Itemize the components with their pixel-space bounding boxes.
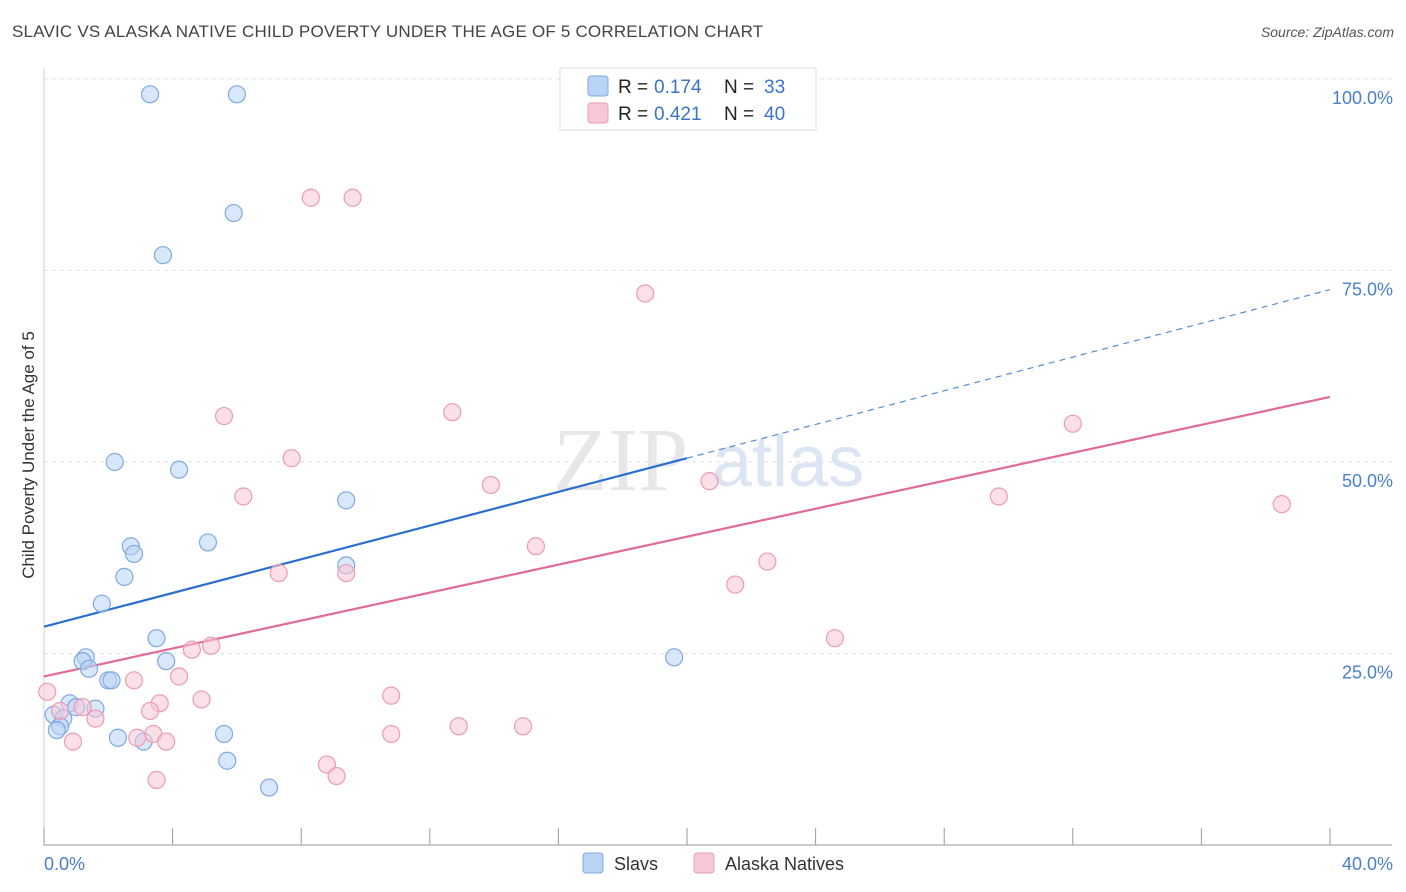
slavs-point bbox=[102, 671, 121, 690]
y-tick-label: 75.0% bbox=[1342, 280, 1393, 300]
slavs-point bbox=[337, 491, 356, 510]
trend-line-slavs-extension bbox=[686, 289, 1331, 459]
legend-n-label-slavs: N = bbox=[724, 77, 754, 98]
gridlines bbox=[44, 78, 1392, 654]
watermark-atlas: atlas bbox=[712, 422, 864, 502]
x-tick-labels: 0.0% 40.0% bbox=[44, 854, 1393, 874]
alaska-point bbox=[282, 449, 301, 468]
alaska-point bbox=[38, 682, 57, 701]
trend-line-slavs bbox=[43, 457, 688, 628]
slavs-point bbox=[92, 594, 111, 613]
alaska-point bbox=[214, 406, 234, 426]
trend-lines bbox=[43, 289, 1331, 678]
slavs-point bbox=[124, 544, 144, 564]
alaska-point bbox=[1272, 495, 1291, 514]
alaska-point bbox=[343, 188, 362, 207]
watermark: ZIP atlas bbox=[553, 411, 864, 510]
x-tick-label-right: 40.0% bbox=[1342, 854, 1393, 874]
alaska-point bbox=[234, 487, 253, 506]
slavs-point bbox=[259, 778, 279, 797]
alaska-point bbox=[700, 472, 719, 491]
slavs-point bbox=[198, 533, 218, 552]
alaska-point bbox=[481, 475, 500, 495]
slavs-point bbox=[140, 85, 160, 104]
slavs-point bbox=[47, 720, 66, 740]
bottom-legend-label-alaska: Alaska Natives bbox=[725, 854, 844, 874]
slavs-point bbox=[665, 648, 684, 667]
y-axis-title: Child Poverty Under the Age of 5 bbox=[19, 331, 38, 579]
x-tick-label-left: 0.0% bbox=[44, 854, 85, 874]
bottom-legend-swatch-slavs bbox=[582, 852, 604, 874]
alaska-point bbox=[169, 667, 189, 686]
slavs-point bbox=[153, 246, 173, 265]
alaska-point bbox=[140, 701, 160, 721]
slavs-point bbox=[218, 751, 237, 770]
slavs-point bbox=[157, 652, 176, 671]
alaska-point bbox=[382, 724, 401, 744]
slavs-point bbox=[227, 85, 246, 104]
alaska-point bbox=[636, 284, 655, 303]
alaska-point bbox=[526, 537, 545, 556]
alaska-point bbox=[124, 671, 144, 690]
alaska-point bbox=[50, 701, 70, 721]
slavs-point bbox=[105, 452, 124, 472]
alaska-point bbox=[449, 717, 468, 736]
alaska-point bbox=[73, 698, 92, 717]
alaska-point bbox=[382, 686, 401, 705]
bottom-legend-swatch-alaska bbox=[693, 852, 715, 874]
legend-swatch-alaska bbox=[587, 102, 609, 124]
slavs-point bbox=[115, 567, 134, 587]
legend-n-value-alaska: 40 bbox=[764, 104, 785, 125]
legend-r-value-slavs: 0.174 bbox=[654, 77, 702, 98]
alaska-point bbox=[301, 188, 320, 207]
legend-r-value-alaska: 0.421 bbox=[654, 104, 702, 125]
alaska-point bbox=[758, 552, 777, 571]
alaska-point bbox=[157, 732, 176, 751]
data-points bbox=[38, 85, 1291, 797]
alaska-point bbox=[269, 563, 288, 583]
alaska-point bbox=[86, 709, 105, 728]
legend-r-label-slavs: R = bbox=[618, 77, 648, 98]
alaska-point bbox=[825, 629, 844, 648]
trend-line-alaska bbox=[43, 395, 1331, 678]
alaska-point bbox=[513, 717, 533, 736]
slavs-point bbox=[147, 629, 166, 648]
legend-n-value-slavs: 33 bbox=[764, 77, 785, 98]
alaska-point bbox=[128, 728, 147, 747]
chart-title: SLAVIC VS ALASKA NATIVE CHILD POVERTY UN… bbox=[12, 22, 764, 41]
y-tick-label: 50.0% bbox=[1342, 471, 1393, 491]
slavs-point bbox=[108, 728, 128, 747]
bottom-legend: Slavs Alaska Natives bbox=[582, 852, 844, 874]
alaska-point bbox=[63, 732, 83, 751]
legend-swatch-slavs bbox=[587, 75, 609, 97]
slavs-point bbox=[169, 460, 189, 479]
source-label: Source: ZipAtlas.com bbox=[1260, 24, 1394, 40]
alaska-point bbox=[147, 770, 166, 789]
alaska-point bbox=[726, 575, 745, 594]
y-tick-label: 100.0% bbox=[1332, 88, 1393, 108]
axes bbox=[43, 68, 1392, 846]
alaska-point bbox=[192, 690, 211, 709]
legend-r-label-alaska: R = bbox=[618, 104, 648, 125]
bottom-legend-label-slavs: Slavs bbox=[614, 854, 658, 874]
legend-box: R = 0.174 N = 33 R = 0.421 N = 40 bbox=[559, 67, 817, 131]
y-tick-label: 25.0% bbox=[1342, 663, 1393, 683]
alaska-point bbox=[202, 636, 221, 655]
watermark-zip: ZIP bbox=[553, 411, 688, 510]
alaska-point bbox=[182, 640, 201, 659]
legend-n-label-alaska: N = bbox=[724, 104, 754, 125]
slavs-point bbox=[214, 724, 234, 744]
alaska-point bbox=[1063, 414, 1082, 433]
alaska-point bbox=[327, 766, 346, 786]
slavs-point bbox=[224, 203, 243, 223]
slavs-point bbox=[79, 659, 99, 678]
y-tick-labels: 25.0% 50.0% 75.0% 100.0% bbox=[1332, 88, 1393, 683]
alaska-point bbox=[443, 403, 462, 422]
alaska-point bbox=[989, 487, 1008, 506]
alaska-point bbox=[337, 563, 356, 583]
